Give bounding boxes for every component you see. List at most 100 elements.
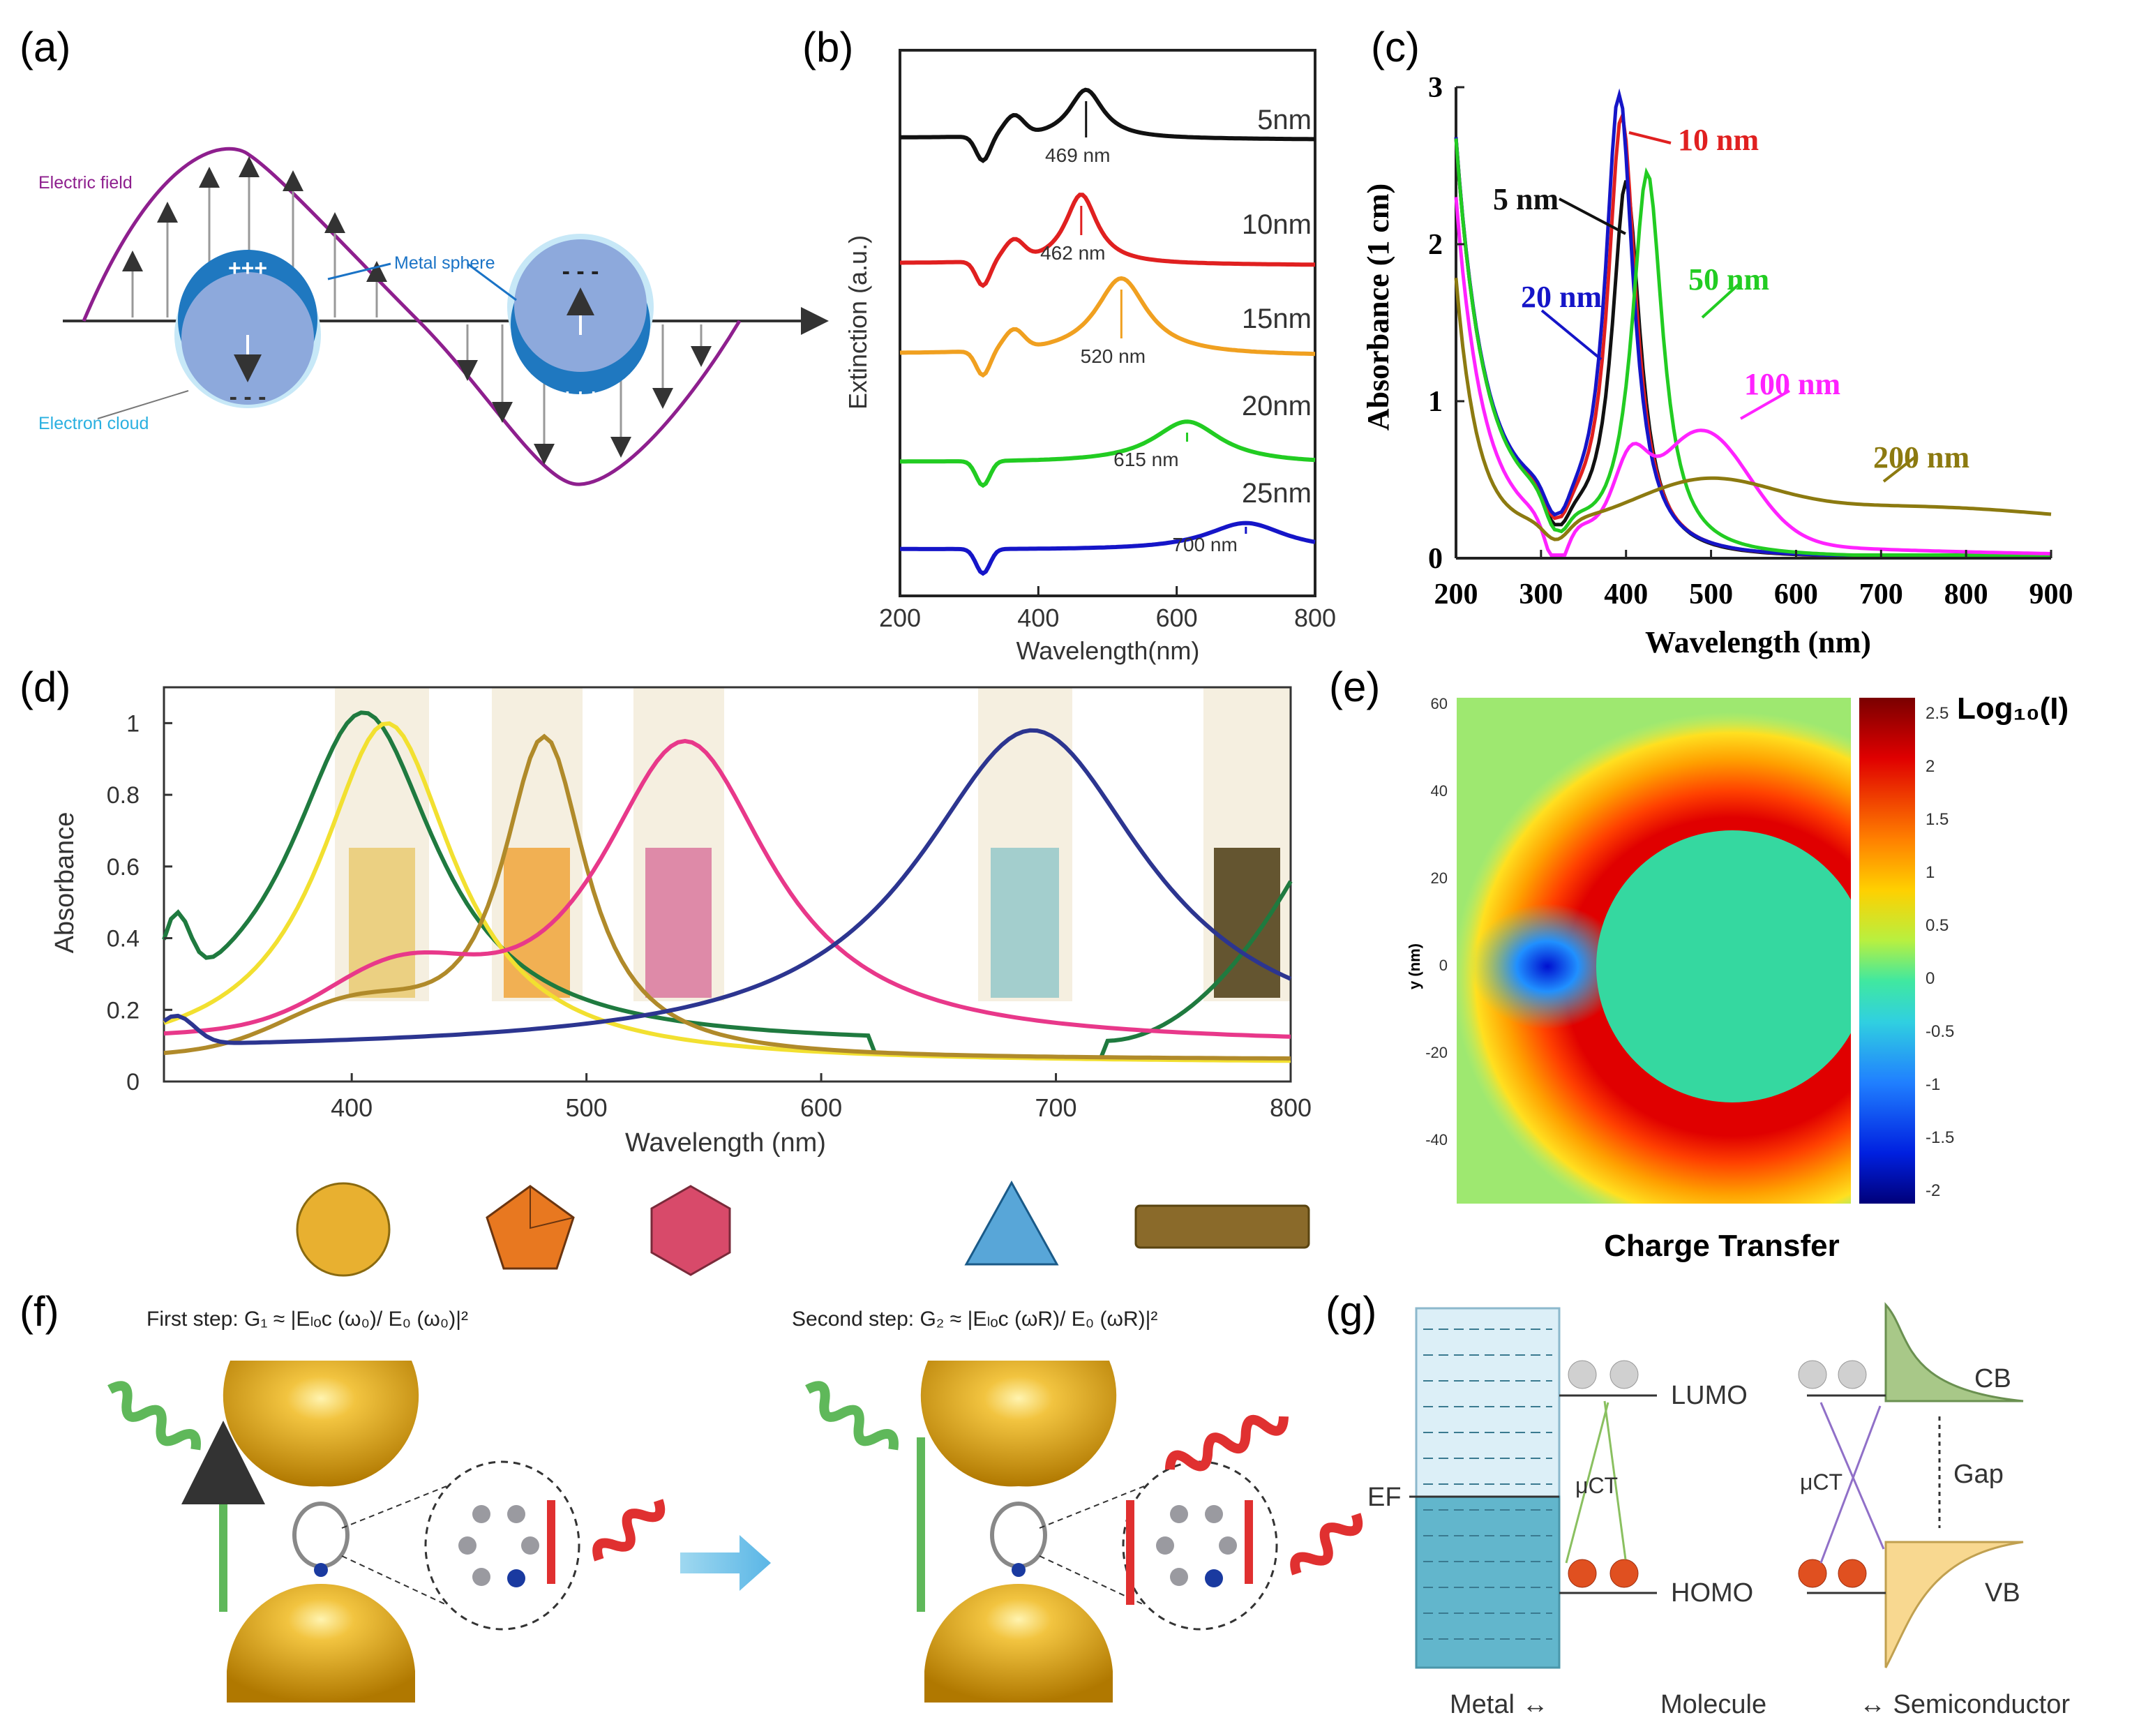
b-xtick: 600	[1156, 604, 1198, 632]
panel-d-ylabel: Absorbance	[50, 812, 80, 954]
metal-lower	[1415, 1495, 1561, 1669]
vb-band	[1884, 1541, 2024, 1668]
vb-label: VB	[1985, 1578, 2020, 1608]
colorbar-tick: 1	[1926, 863, 1935, 882]
homo-label: HOMO	[1671, 1578, 1753, 1608]
b-series-name: 20nm	[1242, 391, 1312, 421]
b-series-line	[899, 276, 1316, 378]
heatmap	[1457, 698, 1851, 1204]
panel-d: (d) 400 500 600 700 800 0 0.2 0.4 0.6 0.8 1 Wavele…	[20, 664, 1312, 1277]
c-ytick: 0	[1428, 543, 1443, 575]
colorbar-tick: 2	[1926, 757, 1935, 776]
c-xtick: 600	[1774, 578, 1818, 611]
c-xtick: 300	[1519, 578, 1563, 611]
e-ytick: 0	[1439, 957, 1448, 974]
c-label-pointer	[1628, 131, 1672, 144]
panel-c: (c) 5 nm 10 nm 20 nm 50 nm 100 nm 200 nm 200 3…	[1361, 24, 2073, 659]
d-xtick: 600	[800, 1093, 842, 1122]
d-xtick: 400	[331, 1093, 373, 1122]
b-series-name: 25nm	[1242, 478, 1312, 509]
c-xtick: 800	[1944, 578, 1988, 611]
second-step-text: Second step: G₂ ≈ |Eₗₒc (ωR)/ E₀ (ωR)|²	[792, 1308, 1157, 1331]
minus-left: - - -	[230, 384, 267, 410]
b-series-line	[900, 193, 1315, 288]
d-ytick: 0.8	[107, 782, 140, 809]
mu-left-label: μCT	[1575, 1473, 1618, 1498]
panel-e-ylabel: y (nm)	[1406, 943, 1423, 989]
b-xtick: 800	[1294, 604, 1336, 632]
panel-c-ylabel: Absorbance (1 cm)	[1361, 184, 1395, 431]
c-ytick: 1	[1428, 386, 1443, 418]
d-ytick: 0.4	[107, 926, 140, 952]
panel-g-label: (g)	[1326, 1288, 1376, 1335]
hexagon-shape-icon	[650, 1185, 731, 1276]
colorbar-tick: -1	[1926, 1075, 1940, 1094]
d-xtick: 500	[566, 1093, 608, 1122]
c-xtick: 500	[1689, 578, 1733, 611]
panel-a: (a) +++ - - -	[20, 24, 829, 486]
b-peak-label: 462 nm	[1040, 242, 1105, 264]
panel-a-label: (a)	[20, 24, 70, 70]
panel-b-lines	[899, 87, 1316, 576]
colorbar-tick: 2.5	[1926, 704, 1949, 723]
panel-d-lines	[162, 710, 1293, 1063]
b-xtick: 200	[879, 604, 921, 632]
panel-e-title: Charge Transfer	[1604, 1229, 1839, 1263]
e-ytick: 20	[1431, 869, 1448, 887]
plus-left: +++	[228, 255, 267, 280]
gap-junction-1	[107, 1361, 666, 1703]
minus-right: - - -	[562, 258, 599, 285]
panel-b-xlabel: Wavelength(nm)	[1016, 636, 1200, 665]
c-series-name: 100 nm	[1744, 367, 1840, 401]
panel-c-ticks: 200 300 400 500 600 700 800 900 0 1 2 3	[1428, 72, 2073, 611]
b-peak-label: 615 nm	[1113, 449, 1178, 470]
triangle-shape-icon	[964, 1180, 1059, 1266]
pentagon-shape-icon	[486, 1185, 575, 1270]
d-ytick: 1	[126, 710, 140, 737]
panel-d-xlabel: Wavelength (nm)	[625, 1128, 826, 1158]
d-series-line	[163, 733, 1291, 1061]
c-label-pointer	[1701, 281, 1742, 319]
first-step-text: First step: G₁ ≈ |Eₗₒc (ω₀)/ E₀ (ω₀)|²	[147, 1308, 468, 1331]
c-series-name: 200 nm	[1873, 440, 1969, 474]
panel-b-label: (b)	[802, 24, 853, 70]
b-series-line	[900, 419, 1316, 488]
c-series-line	[1454, 88, 2051, 557]
metal-levels	[1423, 1329, 1552, 1640]
b-series-line	[900, 87, 1315, 163]
shape-icons	[296, 1180, 1310, 1277]
rod-shape-icon	[1134, 1204, 1310, 1249]
c-label-pointer	[1540, 309, 1603, 361]
colorbar-tick: -0.5	[1926, 1022, 1954, 1041]
incident-wave-icon	[107, 1381, 201, 1451]
lumo-label: LUMO	[1671, 1381, 1748, 1410]
b-peak-label: 520 nm	[1081, 345, 1146, 367]
c-xtick: 200	[1434, 578, 1478, 611]
c-xtick: 400	[1604, 578, 1648, 611]
plus-right: +++	[561, 384, 600, 410]
b-series-name: 5nm	[1257, 105, 1312, 135]
colorbar	[1859, 698, 1915, 1204]
panel-c-xlabel: Wavelength (nm)	[1645, 625, 1871, 659]
b-series-name: 15nm	[1242, 304, 1312, 334]
c-label-pointer	[1882, 456, 1916, 483]
colorbar-tick: 1.5	[1926, 810, 1949, 829]
panel-b-frame	[899, 49, 1316, 597]
panel-f: (f) First step: G₁ ≈ |Eₗₒc (ω₀)/ E₀ (ω₀)…	[20, 1288, 1363, 1703]
panel-e: (e) 60 40 20 0 -20 -40 y (nm) 2.5 2 1.5 1 0.5 0 -0.…	[1329, 664, 2069, 1263]
colorbar-tick: -1.5	[1926, 1128, 1954, 1147]
mu-right-label: μCT	[1800, 1469, 1842, 1495]
e-ytick: 40	[1431, 782, 1448, 800]
d-ytick: 0	[126, 1069, 140, 1095]
panel-e-yticks: 60 40 20 0 -20 -40	[1425, 695, 1448, 1148]
e-ytick: 60	[1431, 695, 1448, 712]
d-series-line	[163, 738, 1291, 1039]
colorbar-ticks: 2.5 2 1.5 1 0.5 0 -0.5 -1 -1.5 -2	[1926, 704, 1954, 1200]
gap-junction-2	[805, 1361, 1363, 1703]
metal-sphere-right: - - - +++	[507, 234, 654, 410]
d-ytick: 0.2	[107, 997, 140, 1024]
metal-upper	[1415, 1307, 1561, 1498]
gap-label: Gap	[1953, 1460, 2004, 1489]
d-xtick: 700	[1035, 1093, 1077, 1122]
panel-b-ylabel: Extinction (a.u.)	[843, 235, 872, 410]
